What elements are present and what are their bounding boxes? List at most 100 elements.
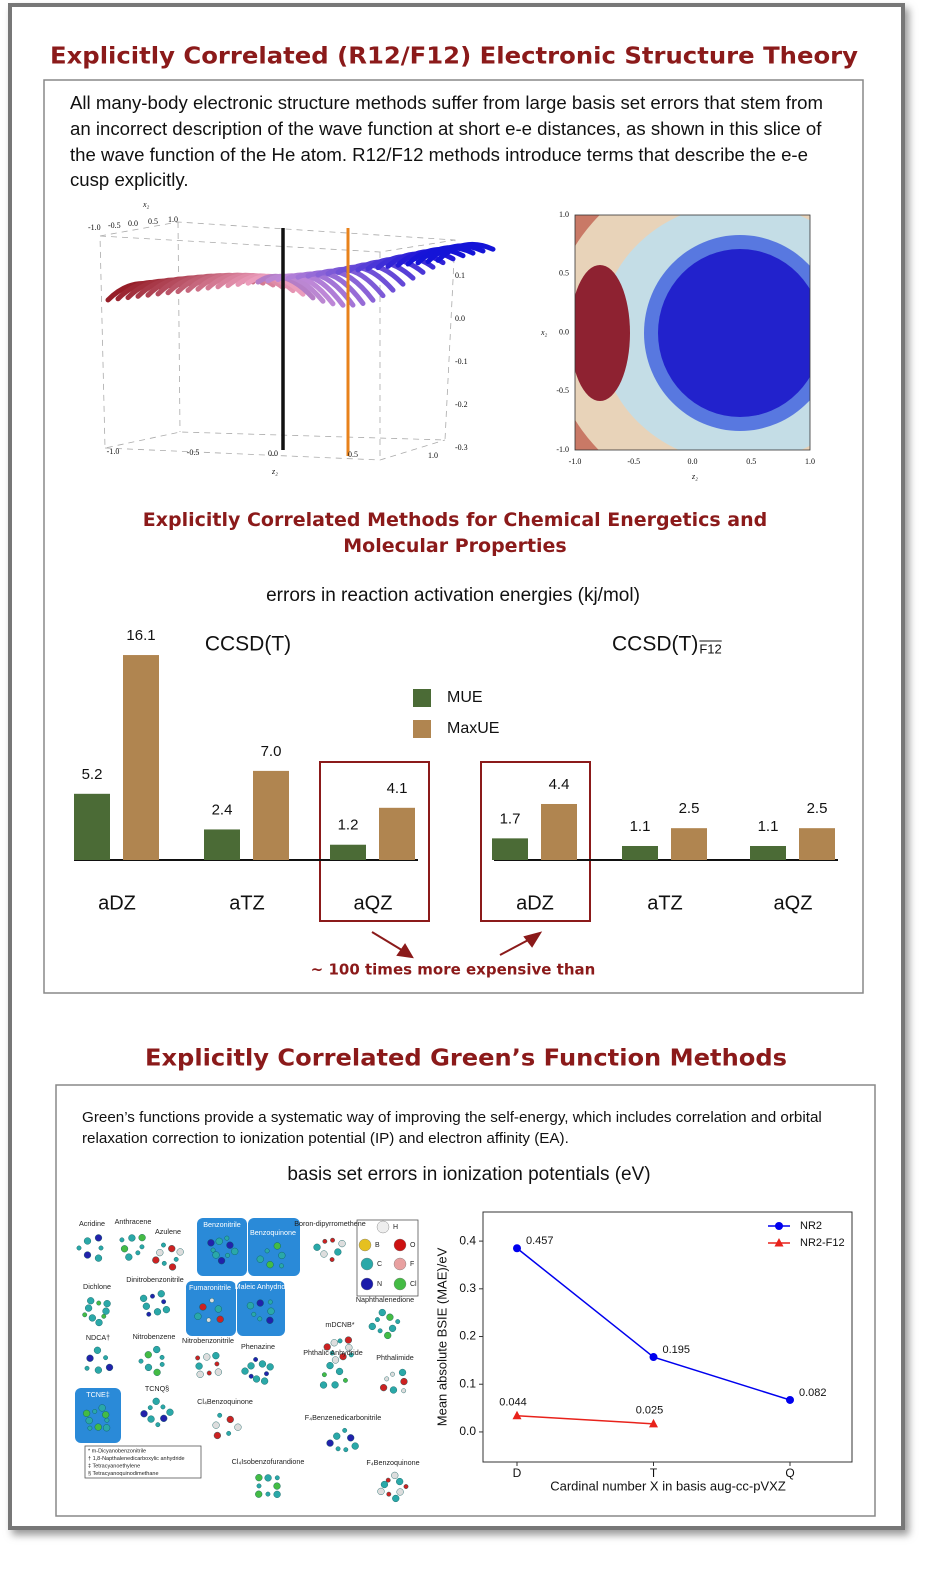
atom	[82, 1409, 91, 1417]
molecule-label: Phthalic Anhydride	[303, 1348, 363, 1357]
data-label: 2.4	[212, 801, 233, 818]
atom	[321, 1372, 327, 1378]
atom	[92, 1409, 98, 1414]
atom	[168, 1245, 176, 1253]
group-label: CCSD(T)	[612, 633, 698, 656]
molecule-label: Boron-dipyrromethene	[294, 1219, 366, 1228]
atom	[147, 1405, 153, 1411]
molecule-label: Cl₄Isobenzofurandione	[232, 1457, 305, 1466]
atom	[120, 1245, 129, 1253]
atom	[86, 1354, 94, 1362]
atom	[159, 1354, 165, 1360]
atom	[102, 1307, 110, 1315]
atom	[344, 1336, 353, 1344]
atom	[199, 1303, 207, 1311]
chart-title: errors in reaction activation energies (…	[266, 585, 640, 606]
tick-label: -1.0	[88, 223, 101, 232]
molecule-label: Phenazine	[241, 1342, 275, 1351]
atom	[206, 1317, 212, 1323]
atom	[329, 1350, 335, 1356]
atom	[400, 1377, 408, 1386]
data-label: 7.0	[261, 743, 282, 760]
atom	[85, 1304, 93, 1312]
atom	[326, 1362, 334, 1370]
bar	[74, 793, 110, 860]
molecule-label: Nitrobenzonitrile	[182, 1336, 234, 1345]
atom	[146, 1311, 152, 1317]
element-label: N	[377, 1281, 382, 1288]
element-ball	[358, 1238, 372, 1252]
atom	[173, 1256, 179, 1262]
atom	[351, 1442, 359, 1450]
x-tick-label: aDZ	[516, 892, 554, 914]
group-label: CCSD(T)	[205, 633, 291, 656]
atom	[392, 1494, 400, 1503]
atom	[334, 1248, 342, 1256]
legend-label: MUE	[447, 689, 483, 706]
atom	[375, 1317, 380, 1322]
molecule-label: Phthalimide	[376, 1353, 414, 1362]
atom	[386, 1491, 392, 1497]
atom	[256, 1483, 262, 1489]
atom	[93, 1346, 102, 1354]
atom	[94, 1423, 102, 1431]
axis-label: x₂	[540, 328, 548, 337]
atom	[212, 1352, 220, 1360]
atom	[217, 1412, 223, 1418]
atom	[320, 1250, 328, 1258]
atom	[247, 1362, 255, 1370]
legend-label: NR2	[800, 1220, 822, 1232]
x-tick-label: D	[513, 1466, 522, 1480]
atom	[135, 1250, 141, 1256]
atom	[398, 1368, 407, 1377]
atom	[330, 1339, 338, 1347]
atom	[267, 1307, 275, 1315]
atom	[152, 1397, 160, 1405]
atom	[195, 1362, 203, 1370]
tick-label: 1.0	[559, 210, 569, 219]
data-label: 4.4	[549, 776, 570, 793]
tick-label: -0.5	[187, 448, 200, 457]
contour-plot	[575, 215, 810, 450]
intro-text: All many-body electronic structure metho…	[70, 92, 823, 191]
atom	[274, 1475, 280, 1481]
atom	[348, 1352, 354, 1358]
atom	[396, 1488, 404, 1496]
atom	[329, 1257, 335, 1262]
atom	[209, 1298, 215, 1303]
atom	[273, 1482, 281, 1490]
atom	[166, 1408, 174, 1416]
atom	[128, 1234, 136, 1242]
bar	[671, 828, 707, 860]
x-tick-label: aDZ	[98, 892, 136, 914]
atom	[257, 1316, 263, 1322]
atom	[377, 1328, 383, 1334]
atom	[347, 1434, 355, 1442]
atom	[147, 1415, 155, 1423]
point-annotation: 0.044	[499, 1397, 527, 1409]
tick-label: 0.5	[148, 217, 158, 226]
tick-label: -0.2	[455, 400, 468, 409]
atom	[157, 1290, 165, 1298]
molecule-label: Azulene	[155, 1227, 181, 1236]
tick-label: 1.0	[428, 451, 438, 460]
atom	[162, 1306, 170, 1314]
surface-strip	[325, 266, 386, 299]
chart-title: basis set errors in ionization potential…	[287, 1164, 650, 1185]
atom	[396, 1477, 404, 1486]
atom	[83, 1237, 92, 1245]
bar	[799, 828, 835, 860]
point	[774, 1238, 784, 1247]
x-tick-label: aQZ	[774, 892, 813, 914]
molecule-label: Naphthalenedione	[356, 1295, 414, 1304]
atom	[322, 1238, 328, 1244]
atom	[98, 1245, 104, 1251]
atom	[144, 1363, 153, 1372]
bar	[379, 807, 415, 860]
tick-label: -0.1	[455, 357, 468, 366]
bar	[330, 844, 366, 860]
axis-label: z₂	[691, 472, 698, 481]
atom	[266, 1261, 274, 1269]
subtitle: Explicitly Correlated Methods for Chemic…	[142, 509, 768, 557]
atom	[278, 1251, 286, 1260]
